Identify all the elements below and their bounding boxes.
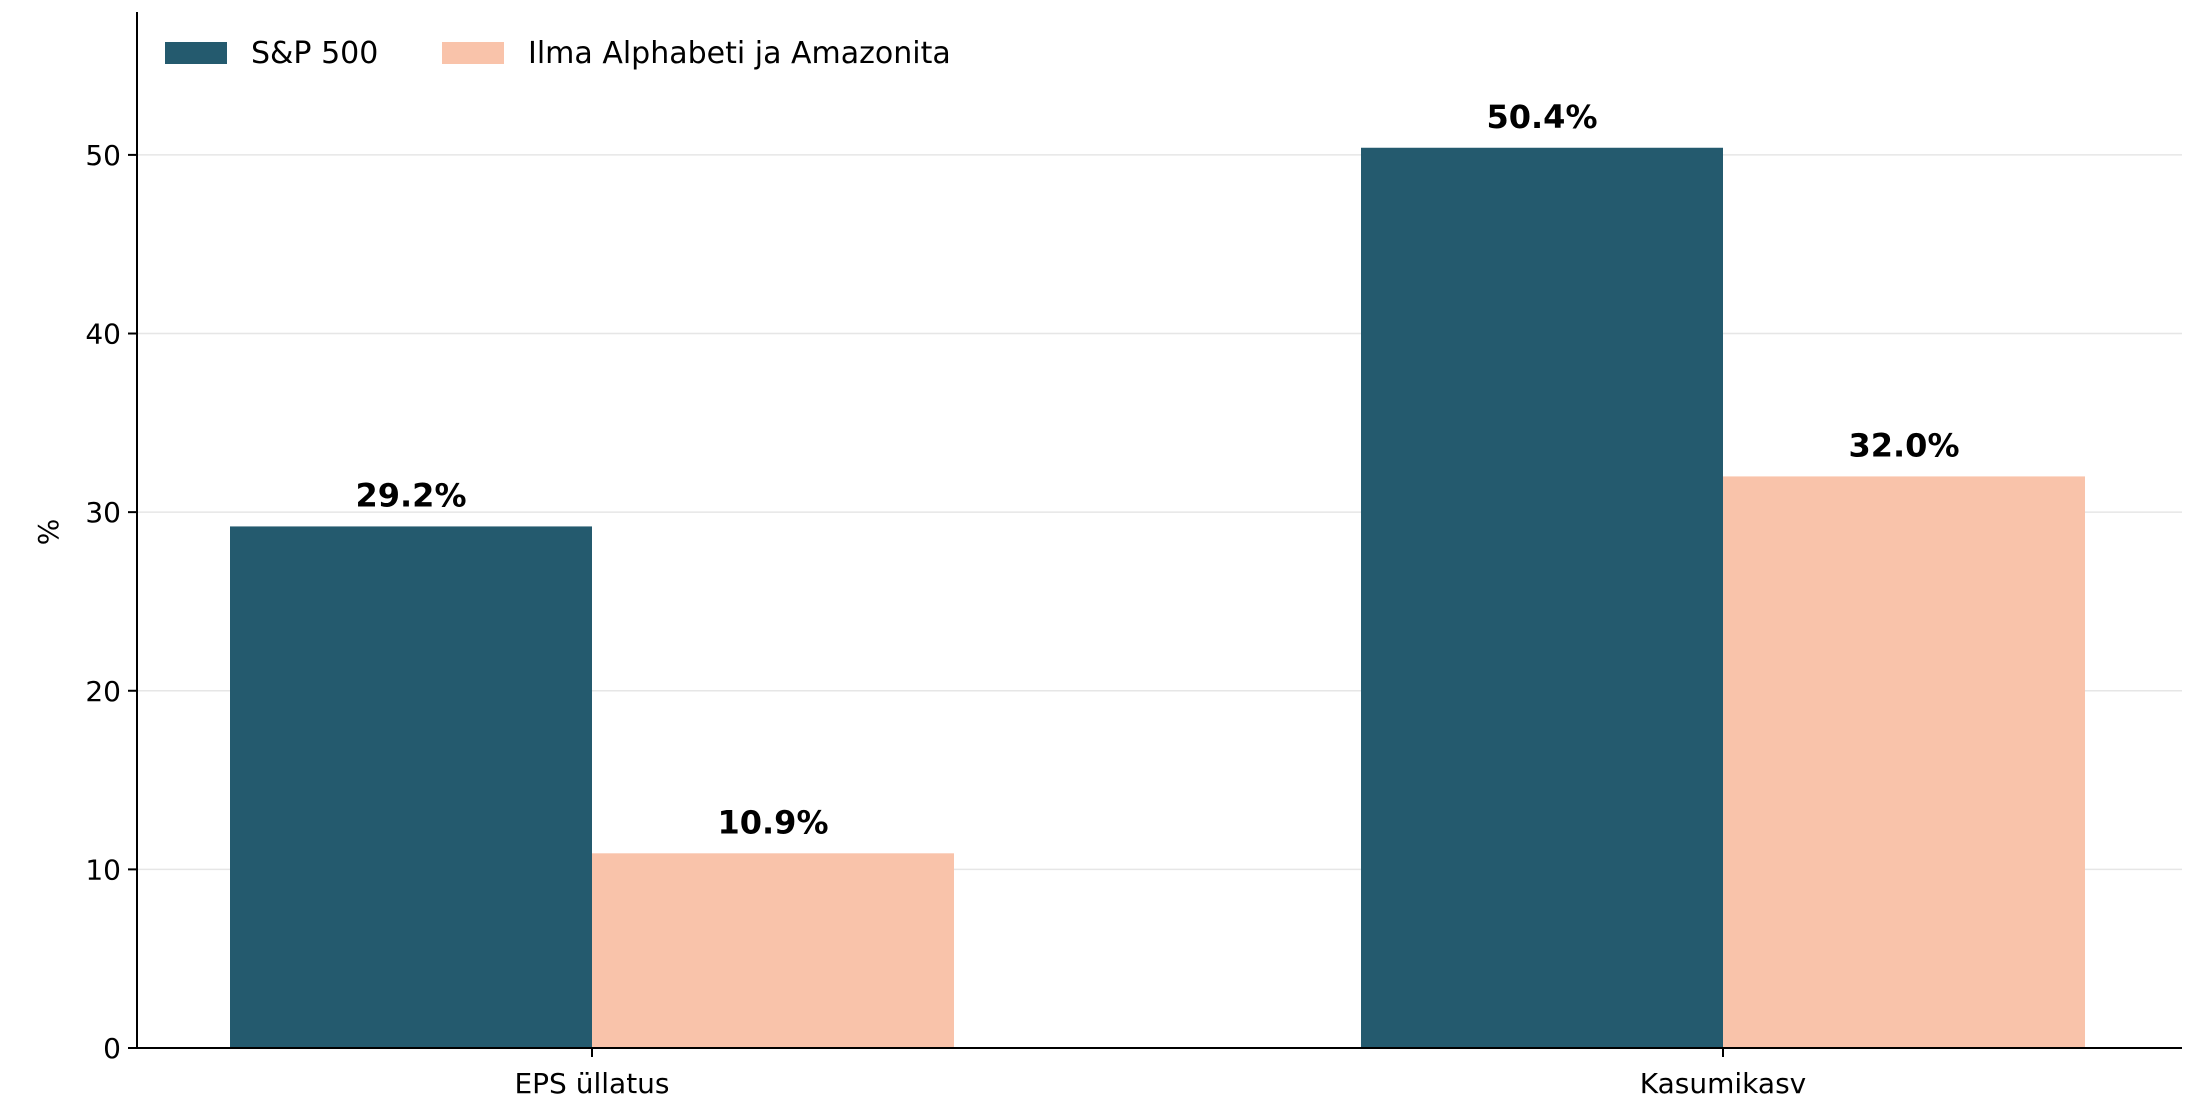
bar-value-label: 32.0% <box>1848 426 1959 464</box>
bars <box>230 147 2085 1049</box>
bar <box>1361 147 1723 1049</box>
legend: S&P 500 Ilma Alphabeti ja Amazonita <box>165 36 951 71</box>
bar <box>592 853 954 1048</box>
bar <box>230 526 592 1048</box>
x-tick-label: Kasumikasv <box>1640 1067 1806 1100</box>
bar-value-label: 50.4% <box>1486 98 1597 136</box>
x-tick-label: EPS üllatus <box>514 1067 669 1100</box>
y-tick-label: 20 <box>85 675 121 708</box>
bar <box>1723 476 2085 1048</box>
axes <box>136 12 2182 1049</box>
x-ticks: EPS üllatus Kasumikasv <box>514 1048 1806 1100</box>
legend-swatch <box>442 42 504 64</box>
data-labels: 29.2% 10.9% 50.4% 32.0% <box>355 98 1959 842</box>
bar-value-label: 10.9% <box>717 803 828 841</box>
legend-swatch <box>165 42 227 64</box>
y-axis-title: % <box>32 519 65 546</box>
bar-value-label: 29.2% <box>355 476 466 514</box>
y-ticks: 0 10 20 30 40 50 <box>85 139 137 1065</box>
y-tick-label: 30 <box>85 496 121 529</box>
y-tick-label: 0 <box>103 1032 121 1065</box>
y-tick-label: 10 <box>85 853 121 886</box>
y-tick-label: 40 <box>85 318 121 351</box>
legend-label: Ilma Alphabeti ja Amazonita <box>528 36 951 71</box>
y-tick-label: 50 <box>85 139 121 172</box>
legend-label: S&P 500 <box>251 36 378 71</box>
